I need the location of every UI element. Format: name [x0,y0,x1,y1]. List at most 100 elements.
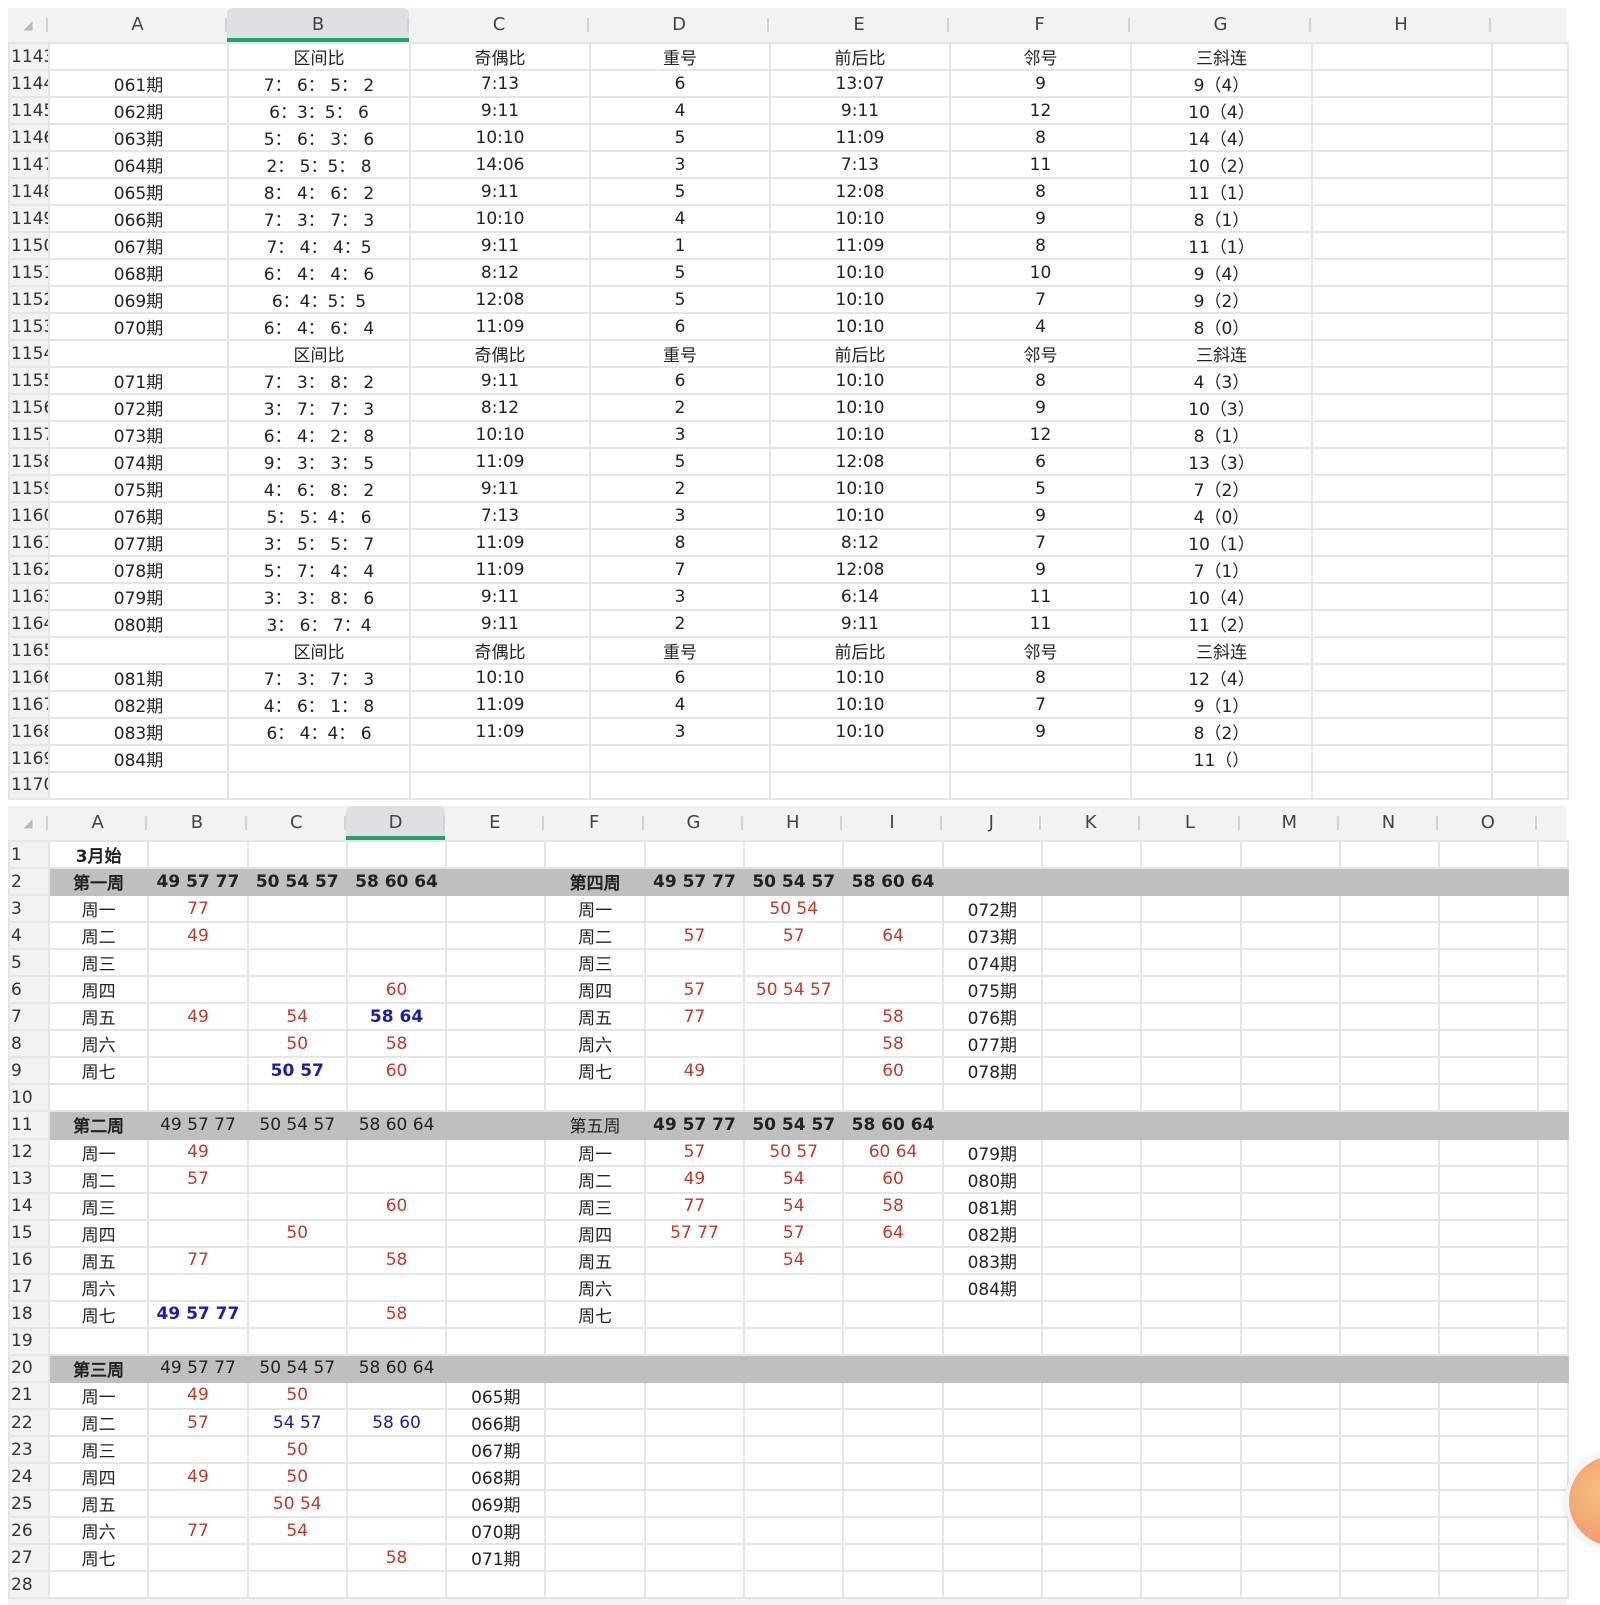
cell[interactable] [1239,975,1341,1005]
cell[interactable]: 7： 6： 5： 2 [227,69,411,98]
cell[interactable] [445,1245,547,1275]
cell[interactable]: 3 [589,501,771,530]
cell[interactable]: 58 [345,1029,448,1059]
cell[interactable] [842,1326,944,1356]
column-header-g[interactable]: G [1130,8,1311,42]
cell[interactable] [643,1489,746,1519]
cell[interactable] [842,1245,944,1275]
cell[interactable] [1338,1110,1441,1140]
cell[interactable] [1140,1137,1242,1167]
cell[interactable] [1338,1137,1441,1167]
cell[interactable] [1040,1164,1143,1194]
cell[interactable]: 57 [643,975,746,1005]
cell[interactable] [941,1083,1043,1113]
cell[interactable] [246,1083,348,1113]
cell[interactable] [1040,867,1143,897]
cell[interactable] [445,1570,547,1600]
cell[interactable]: 周四 [47,1462,150,1492]
cell[interactable] [1040,1326,1143,1356]
cell[interactable]: 9:11 [409,582,591,611]
cell[interactable]: 11:09 [769,123,951,152]
cell[interactable]: 57 [743,1218,845,1248]
cell[interactable] [1338,1272,1441,1302]
cell[interactable] [1239,1272,1341,1302]
cell[interactable] [1438,1407,1540,1438]
cell[interactable] [1040,1029,1143,1059]
cell[interactable]: 前后比 [769,636,951,665]
cell[interactable]: 49 [147,1380,249,1410]
cell[interactable]: 奇偶比 [409,339,591,368]
column-header-a[interactable]: A [48,806,148,840]
cell[interactable] [544,1570,646,1600]
cell[interactable]: 8： 4： 6： 2 [227,177,411,206]
cell[interactable]: 9（1） [1130,690,1313,719]
cell[interactable] [1040,1056,1143,1086]
cell[interactable] [1040,894,1143,924]
cell[interactable] [1140,1245,1242,1275]
cell[interactable] [1040,1218,1143,1248]
cell[interactable]: 078期 [48,555,229,584]
cell[interactable] [842,1272,944,1302]
column-header-n[interactable]: N [1339,806,1439,840]
cell[interactable]: 周三 [47,1435,150,1465]
cell[interactable] [1239,1435,1341,1465]
cell[interactable]: 082期 [941,1218,1043,1248]
row-number[interactable]: 23 [8,1435,50,1465]
cell[interactable]: 10（3） [1130,393,1313,422]
cell[interactable] [147,948,249,978]
cell[interactable] [842,839,944,870]
cell[interactable] [643,839,746,870]
cell[interactable] [409,771,591,800]
cell[interactable] [1239,921,1341,951]
cell[interactable] [1239,1056,1341,1086]
cell[interactable]: 11 [949,582,1132,611]
cell[interactable]: 三斜连 [1130,42,1313,71]
cell[interactable]: 50 [246,1435,348,1465]
cell[interactable] [1537,1326,1570,1356]
cell[interactable]: 084期 [941,1272,1043,1302]
cell[interactable] [147,1272,249,1302]
cell[interactable]: 4 [589,204,771,233]
column-header-b[interactable]: B [147,806,247,840]
cell[interactable]: 7： 3： 7： 3 [227,663,411,692]
cell[interactable] [743,1002,845,1032]
cell[interactable] [147,1191,249,1221]
cell[interactable] [643,1543,746,1573]
cell[interactable] [147,1029,249,1059]
cell[interactable]: 14:06 [409,150,591,179]
row-number[interactable]: 1165 [8,636,50,665]
cell[interactable]: 58 [345,1245,448,1275]
cell[interactable] [941,1380,1043,1410]
cell[interactable]: 60 [345,1056,448,1086]
cell[interactable] [445,1353,547,1383]
cell[interactable]: 11（） [1130,744,1313,773]
cell[interactable] [1338,867,1441,897]
cell[interactable] [743,1570,845,1600]
cell[interactable]: 周二 [47,1407,150,1438]
cell[interactable]: 区间比 [227,42,411,71]
cell[interactable]: 10:10 [769,501,951,530]
row-number[interactable]: 1155 [8,366,50,395]
cell[interactable] [1311,528,1493,557]
row-number[interactable]: 1168 [8,717,50,746]
cell[interactable] [1438,1137,1540,1167]
cell[interactable] [743,1353,845,1383]
cell[interactable] [1040,1299,1143,1329]
cell[interactable] [1140,894,1242,924]
cell[interactable] [1040,839,1143,870]
row-number[interactable]: 22 [8,1407,50,1438]
cell[interactable] [1491,312,1569,341]
row-number[interactable]: 2 [8,867,50,897]
cell[interactable] [1438,1245,1540,1275]
cell[interactable]: 5： 7： 4： 4 [227,555,411,584]
cell[interactable]: 邻号 [949,42,1132,71]
cell[interactable] [345,1380,448,1410]
cell[interactable] [589,771,771,800]
cell[interactable] [1311,123,1493,152]
cell[interactable]: 54 [743,1191,845,1221]
cell[interactable]: 重号 [589,42,771,71]
cell[interactable]: 080期 [48,609,229,638]
cell[interactable]: 8（1） [1130,420,1313,449]
cell[interactable] [842,1543,944,1573]
cell[interactable] [1438,1056,1540,1086]
